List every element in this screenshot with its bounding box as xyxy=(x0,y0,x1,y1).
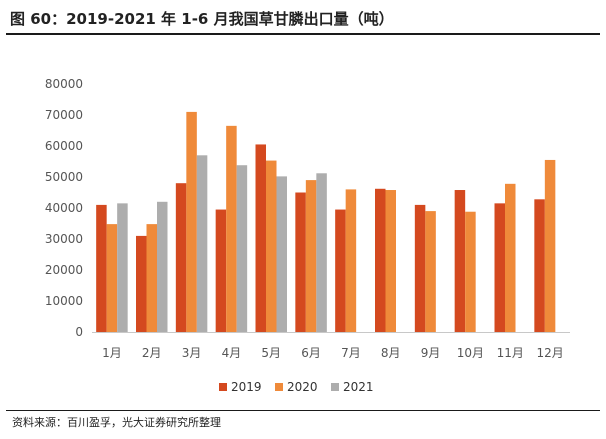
x-tick-label: 3月 xyxy=(182,346,202,360)
legend: 2019 2020 2021 xyxy=(219,380,374,394)
bar-2019-10月 xyxy=(454,190,466,332)
x-tick-label: 5月 xyxy=(261,346,281,360)
title-divider xyxy=(6,33,600,35)
legend-swatch-2020 xyxy=(275,383,283,391)
bar-2019-7月 xyxy=(335,209,346,332)
bar-2019-11月 xyxy=(494,203,505,332)
y-tick-label: 40000 xyxy=(45,201,83,215)
bar-2019-4月 xyxy=(215,209,227,332)
bar-2020-5月 xyxy=(266,160,277,332)
y-tick-label: 0 xyxy=(75,325,83,339)
chart-title: 图 60：2019-2021 年 1-6 月我国草甘膦出口量（吨） xyxy=(10,10,394,28)
x-tick-label: 11月 xyxy=(497,346,524,360)
bar-2019-12月 xyxy=(534,199,545,332)
bar-chart: 0 10000 20000 30000 40000 50000 60000 70000 8000… xyxy=(45,77,570,394)
bar-2019-5月 xyxy=(255,144,266,332)
bar-2021-2月 xyxy=(157,201,168,332)
bar-2021-3月 xyxy=(196,155,208,332)
y-axis-ticks: 0 10000 20000 30000 40000 50000 60000 70000 8000… xyxy=(45,77,83,339)
bar-2020-9月 xyxy=(425,211,436,332)
bar-2020-11月 xyxy=(505,183,516,332)
bar-2021-5月 xyxy=(276,176,287,332)
y-tick-label: 10000 xyxy=(45,294,83,308)
x-tick-label: 7月 xyxy=(341,346,361,360)
bar-2019-1月 xyxy=(96,204,107,332)
bar-2020-6月 xyxy=(305,180,317,332)
y-tick-label: 60000 xyxy=(45,139,83,153)
legend-label: 2019 xyxy=(231,380,262,394)
bar-series-group xyxy=(96,111,556,333)
x-tick-label: 10月 xyxy=(457,346,484,360)
y-tick-label: 70000 xyxy=(45,108,83,122)
bar-2019-6月 xyxy=(295,192,306,332)
y-tick-label: 20000 xyxy=(45,263,83,277)
bar-2020-3月 xyxy=(186,111,197,333)
bar-2021-1月 xyxy=(117,203,128,332)
x-tick-label: 2月 xyxy=(142,346,162,360)
legend-swatch-2021 xyxy=(331,383,339,391)
x-axis-ticks: 1月 2月 3月 4月 5月 6月 7月 8月 9月 10月 11月 12月 xyxy=(102,346,564,360)
bar-2020-1月 xyxy=(106,224,118,332)
bar-2021-4月 xyxy=(236,165,248,332)
bar-2020-10月 xyxy=(465,211,476,332)
legend-label: 2021 xyxy=(343,380,374,394)
legend-label: 2020 xyxy=(287,380,318,394)
x-tick-label: 4月 xyxy=(222,346,242,360)
x-tick-label: 1月 xyxy=(102,346,122,360)
bar-2020-2月 xyxy=(146,224,157,332)
legend-swatch-2019 xyxy=(219,383,227,391)
x-tick-label: 12月 xyxy=(536,346,563,360)
x-tick-label: 8月 xyxy=(381,346,401,360)
bar-2019-3月 xyxy=(175,183,187,332)
bar-2020-7月 xyxy=(345,189,357,332)
bar-2020-8月 xyxy=(385,190,396,332)
bar-2020-4月 xyxy=(226,125,237,332)
footer-divider xyxy=(6,410,600,411)
bar-2020-12月 xyxy=(544,159,556,332)
x-tick-label: 9月 xyxy=(421,346,441,360)
y-tick-label: 50000 xyxy=(45,170,83,184)
x-tick-label: 6月 xyxy=(301,346,321,360)
bar-2021-6月 xyxy=(316,173,327,332)
source-note: 资料来源：百川盈孚，光大证券研究所整理 xyxy=(12,416,221,429)
y-tick-label: 30000 xyxy=(45,232,83,246)
bar-2019-2月 xyxy=(136,235,147,332)
bar-2019-8月 xyxy=(375,188,386,332)
y-tick-label: 80000 xyxy=(45,77,83,91)
bar-2019-9月 xyxy=(414,204,426,332)
